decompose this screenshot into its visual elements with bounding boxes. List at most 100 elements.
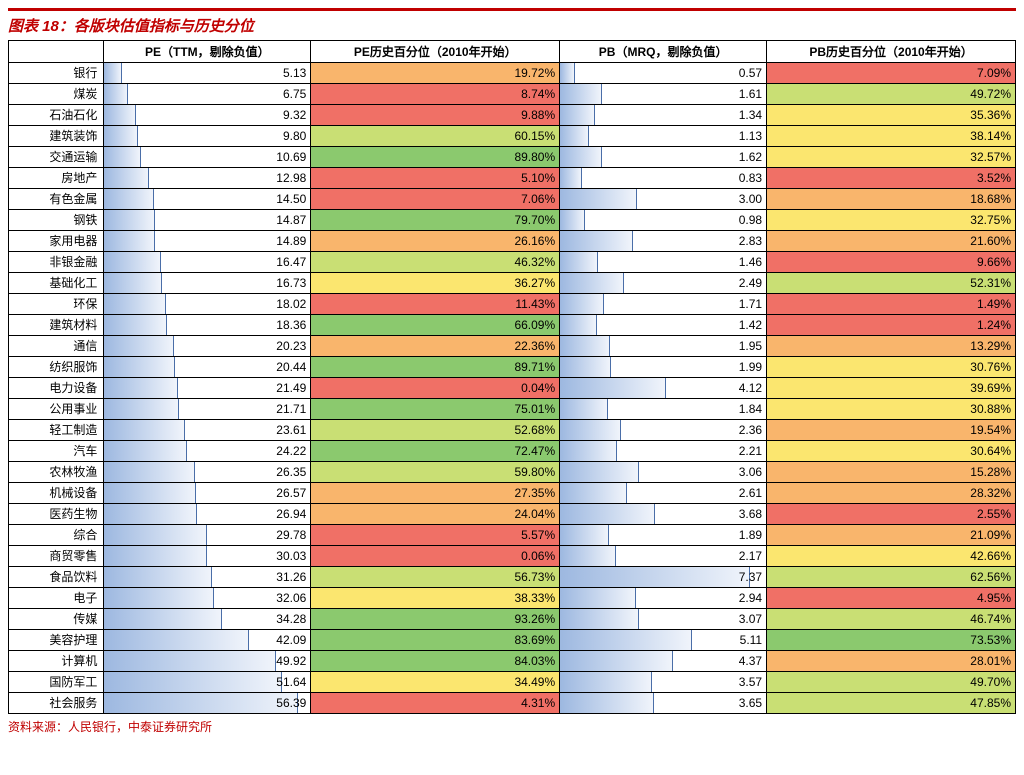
pb-value: 0.57 [739,63,762,83]
pe-pct-value: 66.09% [514,315,555,335]
pb-bar-cell: 1.99 [560,357,767,378]
pb-pct-value: 49.70% [970,672,1011,692]
pe-bar-fill [104,315,167,335]
table-row: 交通运输10.6989.80%1.6232.57% [9,147,1016,168]
pe-pct-value: 72.47% [514,441,555,461]
pe-pct-cell: 24.04% [311,504,560,525]
pb-value: 2.21 [739,441,762,461]
pb-value: 4.37 [739,651,762,671]
pe-pct-cell: 36.27% [311,273,560,294]
pe-bar-cell: 14.89 [104,231,311,252]
chart-title: 图表 18：各版块估值指标与历史分位 [8,18,254,35]
pb-value: 1.62 [739,147,762,167]
pb-bar-fill [560,84,601,104]
pe-pct-value: 26.16% [514,231,555,251]
pb-bar-cell: 2.21 [560,441,767,462]
table-row: 建筑装饰9.8060.15%1.1338.14% [9,126,1016,147]
sector-cell: 轻工制造 [9,420,104,441]
pb-bar-fill [560,651,673,671]
pe-bar-cell: 24.22 [104,441,311,462]
table-row: 煤炭6.758.74%1.6149.72% [9,84,1016,105]
pe-pct-value: 22.36% [514,336,555,356]
pb-pct-cell: 4.95% [767,588,1016,609]
pb-bar-cell: 2.94 [560,588,767,609]
pe-pct-cell: 7.06% [311,189,560,210]
pe-value: 29.78 [276,525,306,545]
table-row: 家用电器14.8926.16%2.8321.60% [9,231,1016,252]
pb-pct-value: 62.56% [970,567,1011,587]
pb-value: 3.00 [739,189,762,209]
table-row: 纺织服饰20.4489.71%1.9930.76% [9,357,1016,378]
table-row: 有色金属14.507.06%3.0018.68% [9,189,1016,210]
pe-bar-fill [104,441,187,461]
pb-value: 3.65 [739,693,762,713]
pb-value: 2.83 [739,231,762,251]
pe-bar-cell: 10.69 [104,147,311,168]
header-pb: PB（MRQ，剔除负值） [560,41,767,63]
table-row: 计算机49.9284.03%4.3728.01% [9,651,1016,672]
pb-value: 1.34 [739,105,762,125]
pe-bar-cell: 14.50 [104,189,311,210]
pb-pct-cell: 19.54% [767,420,1016,441]
pe-bar-cell: 26.35 [104,462,311,483]
pe-bar-fill [104,588,214,608]
pe-bar-cell: 14.87 [104,210,311,231]
pb-bar-cell: 2.83 [560,231,767,252]
pe-pct-cell: 22.36% [311,336,560,357]
pe-value: 42.09 [276,630,306,650]
pe-bar-cell: 34.28 [104,609,311,630]
pe-bar-cell: 12.98 [104,168,311,189]
pe-bar-fill [104,525,206,545]
pe-value: 18.02 [276,294,306,314]
pb-bar-cell: 4.37 [560,651,767,672]
pb-pct-cell: 35.36% [767,105,1016,126]
pe-bar-fill [104,399,179,419]
pe-value: 21.71 [276,399,306,419]
sector-cell: 基础化工 [9,273,104,294]
pb-pct-cell: 42.66% [767,546,1016,567]
pb-pct-cell: 30.76% [767,357,1016,378]
pe-pct-value: 5.10% [521,168,555,188]
pe-value: 23.61 [276,420,306,440]
sector-cell: 美容护理 [9,630,104,651]
pb-bar-fill [560,546,616,566]
pb-bar-cell: 3.57 [560,672,767,693]
pb-value: 3.68 [739,504,762,524]
pb-pct-value: 30.64% [970,441,1011,461]
pb-pct-cell: 32.75% [767,210,1016,231]
pe-pct-value: 52.68% [514,420,555,440]
pe-bar-cell: 16.73 [104,273,311,294]
pb-pct-cell: 46.74% [767,609,1016,630]
pb-pct-cell: 21.09% [767,525,1016,546]
pb-value: 1.99 [739,357,762,377]
pe-pct-cell: 72.47% [311,441,560,462]
pe-value: 26.35 [276,462,306,482]
pb-bar-cell: 3.65 [560,693,767,714]
pb-pct-cell: 7.09% [767,63,1016,84]
pb-bar-cell: 3.68 [560,504,767,525]
pe-pct-cell: 27.35% [311,483,560,504]
pe-pct-value: 60.15% [514,126,555,146]
pb-bar-fill [560,105,594,125]
pe-pct-value: 38.33% [514,588,555,608]
pb-pct-value: 21.60% [970,231,1011,251]
pb-pct-value: 32.57% [970,147,1011,167]
pe-value: 10.69 [276,147,306,167]
sector-cell: 环保 [9,294,104,315]
sector-cell: 机械设备 [9,483,104,504]
pb-pct-value: 52.31% [970,273,1011,293]
pe-bar-cell: 18.36 [104,315,311,336]
pe-pct-cell: 26.16% [311,231,560,252]
pe-pct-value: 59.80% [514,462,555,482]
pe-value: 14.87 [276,210,306,230]
sector-cell: 通信 [9,336,104,357]
pe-bar-cell: 51.64 [104,672,311,693]
pb-pct-cell: 18.68% [767,189,1016,210]
pe-pct-value: 93.26% [514,609,555,629]
pb-pct-cell: 49.70% [767,672,1016,693]
pb-bar-fill [560,63,575,83]
sector-cell: 房地产 [9,168,104,189]
pb-bar-fill [560,315,597,335]
pe-value: 20.44 [276,357,306,377]
pe-bar-cell: 26.57 [104,483,311,504]
